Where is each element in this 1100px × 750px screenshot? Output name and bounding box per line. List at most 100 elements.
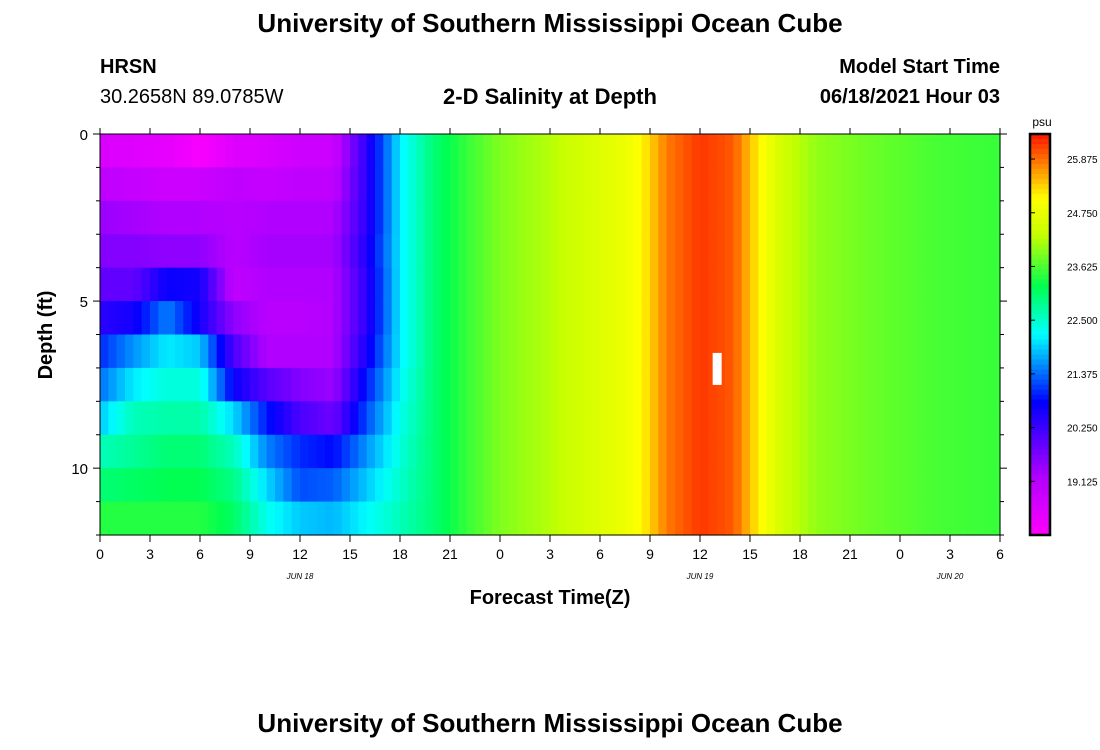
heatmap-cell: [350, 301, 359, 336]
heatmap-cell: [683, 234, 693, 269]
colorbar-swatch: [1030, 429, 1050, 436]
heatmap-cell: [966, 301, 976, 336]
heatmap-cell: [625, 267, 634, 302]
heatmap-cell: [200, 468, 209, 503]
heatmap-cell: [191, 501, 201, 536]
heatmap-cell: [808, 401, 818, 436]
heatmap-cell: [566, 234, 576, 269]
heatmap-cell: [341, 200, 351, 235]
heatmap-cell: [591, 401, 601, 436]
heatmap-cell: [783, 167, 793, 202]
heatmap-cell: [858, 234, 868, 269]
heatmap-cell: [691, 134, 701, 169]
heatmap-cell: [358, 434, 368, 469]
heatmap-cell: [991, 367, 1001, 402]
heatmap-cell: [733, 434, 743, 469]
heatmap-cell: [941, 401, 951, 436]
heatmap-cell: [816, 200, 826, 235]
heatmap-cell: [966, 267, 976, 302]
heatmap-cell: [550, 200, 559, 235]
heatmap-cell: [891, 234, 901, 269]
heatmap-cell: [316, 401, 326, 436]
heatmap-cell: [600, 434, 609, 469]
heatmap-cell: [700, 468, 709, 503]
heatmap-cell: [958, 234, 968, 269]
heatmap-cell: [766, 401, 776, 436]
heatmap-cell: [433, 167, 443, 202]
heatmap-cell: [908, 134, 918, 169]
colorbar-swatch: [1030, 379, 1050, 386]
heatmap-cell: [166, 468, 176, 503]
heatmap-cell: [708, 134, 718, 169]
heatmap-cell: [966, 401, 976, 436]
heatmap-cell: [858, 401, 868, 436]
heatmap-cell: [766, 334, 776, 369]
heatmap-cell: [666, 334, 676, 369]
heatmap-cell: [408, 301, 418, 336]
heatmap-cell: [916, 468, 926, 503]
heatmap-cell: [200, 501, 209, 536]
heatmap-cell: [133, 468, 143, 503]
heatmap-cell: [433, 434, 443, 469]
heatmap-cell: [158, 401, 168, 436]
heatmap-cell: [400, 200, 409, 235]
x-tick-label: 21: [842, 546, 858, 562]
heatmap-cell: [166, 401, 176, 436]
heatmap-cell: [516, 334, 526, 369]
heatmap-cell: [966, 367, 976, 402]
heatmap-cell: [125, 200, 134, 235]
heatmap-cell: [816, 434, 826, 469]
heatmap-cell: [900, 301, 909, 336]
heatmap-cell: [150, 501, 159, 536]
heatmap-cell: [116, 134, 126, 169]
heatmap-cell: [983, 200, 993, 235]
heatmap-cell: [791, 401, 801, 436]
heatmap-cell: [975, 468, 984, 503]
heatmap-cell: [233, 267, 243, 302]
heatmap-cell: [700, 501, 709, 536]
heatmap-cell: [141, 267, 151, 302]
heatmap-cell: [758, 200, 768, 235]
heatmap-cell: [383, 434, 393, 469]
heatmap-cell: [225, 501, 234, 536]
heatmap-cell: [166, 167, 176, 202]
heatmap-cell: [283, 468, 293, 503]
heatmap-cell: [316, 434, 326, 469]
heatmap-cell: [108, 401, 118, 436]
heatmap-cell: [600, 334, 609, 369]
heatmap-cell: [558, 200, 568, 235]
heatmap-cell: [350, 367, 359, 402]
heatmap-cell: [891, 134, 901, 169]
heatmap-cell: [583, 468, 593, 503]
heatmap-cell: [108, 301, 118, 336]
heatmap-cell: [683, 334, 693, 369]
x-axis-label: Forecast Time(Z): [470, 587, 631, 609]
heatmap-cell: [275, 267, 284, 302]
heatmap-cell: [600, 468, 609, 503]
heatmap-cell: [533, 367, 543, 402]
heatmap-cell: [716, 267, 726, 302]
heatmap-cell: [900, 501, 909, 536]
heatmap-cell: [650, 401, 659, 436]
heatmap-cell: [475, 401, 484, 436]
heatmap-cell: [733, 501, 743, 536]
heatmap-cell: [141, 301, 151, 336]
heatmap-cell: [291, 401, 301, 436]
heatmap-cell: [800, 234, 809, 269]
heatmap-cell: [108, 468, 118, 503]
heatmap-cell: [691, 401, 701, 436]
heatmap-cell: [183, 367, 193, 402]
heatmap-cell: [583, 167, 593, 202]
heatmap-cell: [808, 501, 818, 536]
heatmap-cell: [908, 501, 918, 536]
heatmap-cell: [666, 234, 676, 269]
heatmap-cell: [325, 267, 334, 302]
heatmap-cell: [900, 167, 909, 202]
heatmap-cell: [325, 367, 334, 402]
heatmap-cell: [841, 234, 851, 269]
heatmap-cell: [425, 267, 434, 302]
heatmap-cell: [975, 134, 984, 169]
heatmap-cell: [150, 234, 159, 269]
heatmap-cell: [541, 367, 551, 402]
heatmap-cell: [508, 267, 518, 302]
